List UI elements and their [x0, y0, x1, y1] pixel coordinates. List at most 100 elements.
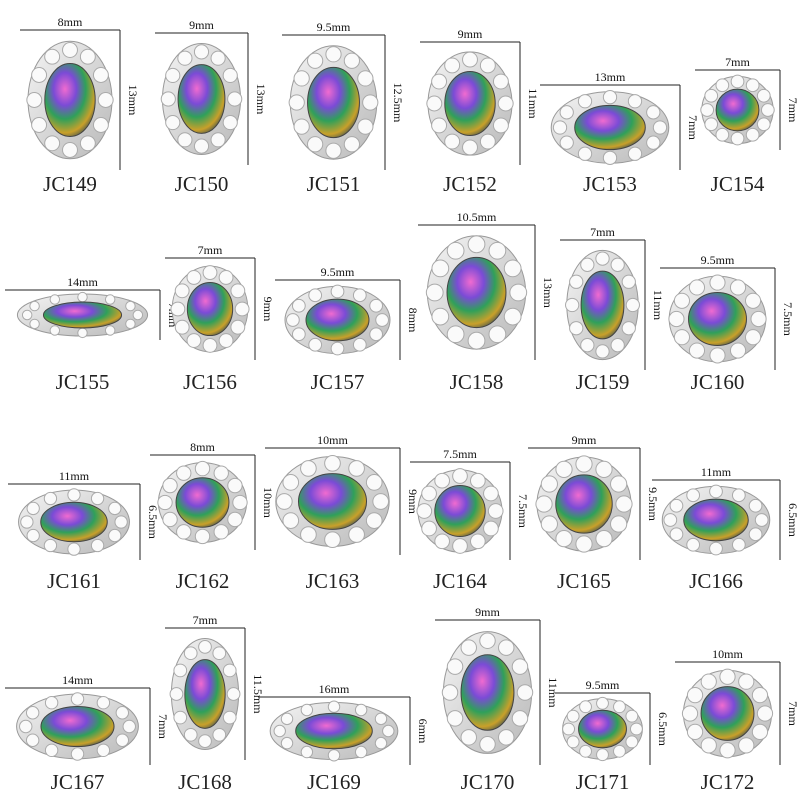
product: 7mm 11.5mm JC168 — [165, 613, 265, 794]
crystal — [577, 94, 593, 109]
product: 9mm 9.5mm JC165 — [528, 433, 660, 593]
gem — [295, 712, 373, 750]
crystal — [596, 696, 609, 710]
crystal — [686, 537, 701, 552]
product: 13mm 7mm JC153 — [540, 70, 700, 196]
product: 11mm 6.5mm JC161 — [8, 469, 160, 593]
crystal — [627, 146, 643, 161]
crystal — [569, 321, 584, 336]
crystal — [227, 477, 243, 494]
crystal — [90, 538, 105, 553]
product: 8mm 10mm JC162 — [150, 440, 275, 593]
crystal — [469, 533, 486, 550]
crystal — [19, 719, 33, 734]
product-code: JC160 — [691, 370, 745, 394]
crystal — [273, 724, 286, 738]
crystal — [300, 745, 314, 759]
crystal — [431, 117, 448, 134]
product: 14mm7mmJC155 — [5, 275, 180, 394]
crystal — [610, 515, 628, 533]
width-label: 8mm — [58, 15, 83, 29]
crystal — [230, 319, 246, 335]
width-label: 13mm — [595, 70, 626, 84]
crystal — [462, 139, 478, 156]
gem — [446, 256, 507, 329]
product-code: JC158 — [450, 370, 504, 394]
crystal — [79, 135, 96, 152]
width-label: 9.5mm — [317, 20, 351, 34]
crystal — [452, 538, 468, 554]
gem — [688, 291, 747, 347]
crystal — [750, 310, 767, 328]
product-code: JC170 — [461, 770, 515, 794]
crystal — [173, 710, 188, 725]
crystal — [222, 710, 237, 725]
product: 9.5mm 8mm JC157 — [275, 265, 420, 394]
crystal — [497, 95, 514, 112]
product: 9mm 13mm JC150 — [155, 18, 268, 196]
crystal — [673, 292, 691, 309]
product: 9.5mm 12.5mm JC151 — [282, 20, 405, 196]
crystal — [170, 301, 186, 317]
height-label: 7mm — [786, 98, 800, 123]
product: 9.5mm 6.5mm JC171 — [555, 678, 670, 794]
crystal — [330, 341, 345, 356]
crystal — [183, 727, 198, 742]
product: 9.5mm 7.5mm JC160 — [660, 253, 795, 394]
crystal — [162, 511, 178, 528]
crystal — [610, 338, 625, 353]
crystal — [369, 298, 384, 313]
gem — [683, 498, 749, 542]
crystal — [646, 135, 661, 150]
crystal — [434, 533, 451, 550]
crystal — [681, 705, 699, 722]
width-label: 7mm — [193, 613, 218, 627]
crystal — [580, 338, 595, 353]
crystal — [579, 700, 592, 714]
crystal — [324, 531, 341, 549]
crystal — [70, 747, 85, 761]
crystal — [97, 92, 114, 108]
crystal — [731, 488, 746, 503]
crystal — [663, 513, 678, 527]
width-label: 8mm — [190, 440, 215, 454]
gem — [578, 709, 627, 749]
gem — [555, 474, 613, 534]
crystal — [218, 333, 234, 348]
crystal — [324, 454, 341, 472]
product: 7mm 7mm JC154 — [695, 55, 800, 196]
crystal — [460, 729, 477, 746]
crystal — [503, 307, 522, 326]
crystal — [421, 520, 437, 537]
height-label: 11mm — [526, 88, 540, 119]
crystal — [738, 673, 755, 690]
crystal — [176, 524, 192, 540]
width-label: 11mm — [701, 465, 732, 479]
crystal — [562, 722, 576, 736]
width-label: 9mm — [189, 18, 214, 32]
crystal — [293, 70, 310, 87]
crystal — [498, 729, 515, 746]
crystal — [132, 309, 144, 321]
crystal — [352, 288, 367, 303]
crystal — [446, 325, 465, 344]
height-label: 6mm — [416, 719, 430, 744]
crystal — [275, 493, 293, 510]
crystal — [49, 325, 61, 336]
crystal — [369, 327, 384, 342]
crystal — [559, 135, 574, 150]
crystal — [280, 736, 294, 750]
crystal — [43, 538, 58, 553]
crystal — [700, 673, 717, 690]
crystal — [183, 646, 198, 661]
gem — [305, 298, 370, 342]
crystal — [222, 663, 237, 678]
crystal — [745, 78, 760, 93]
product-code: JC171 — [576, 770, 630, 794]
crystal — [213, 524, 229, 540]
height-label: 9mm — [261, 297, 275, 322]
crystal — [729, 342, 747, 359]
crystal — [108, 501, 122, 516]
crystal — [44, 135, 61, 152]
crystal — [77, 291, 88, 303]
